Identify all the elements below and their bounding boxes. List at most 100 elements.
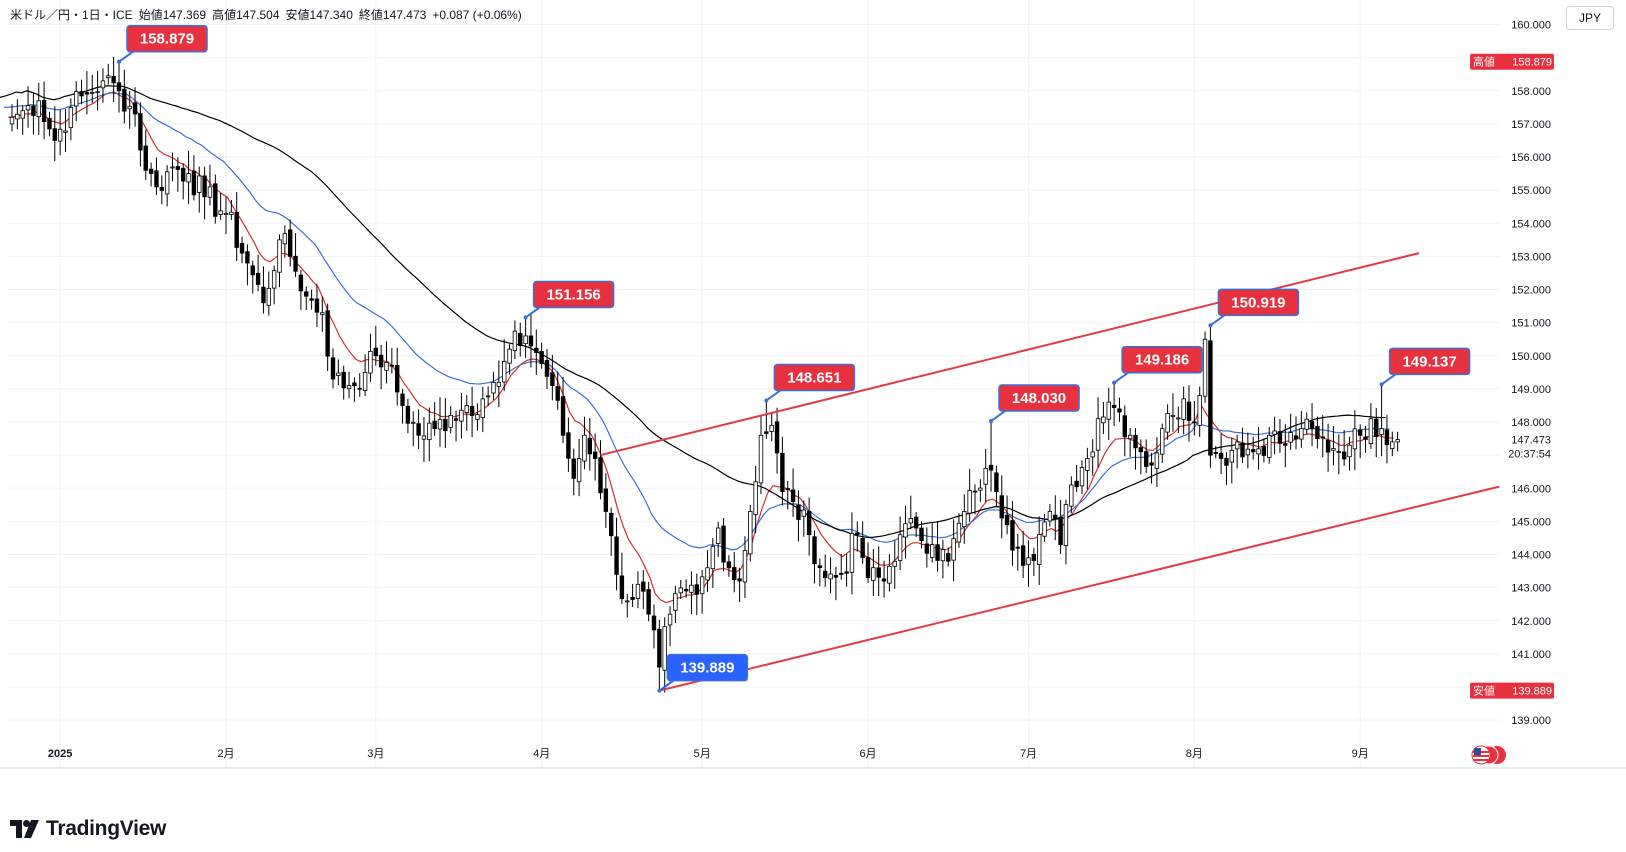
candle-body-down xyxy=(405,405,411,424)
candle-body-down xyxy=(609,512,614,537)
candle-body-up xyxy=(742,550,748,583)
candle xyxy=(1042,514,1047,542)
open-label: 始値147.369 xyxy=(138,8,207,22)
candle xyxy=(839,553,844,580)
candle-body-up xyxy=(1347,444,1352,458)
candle xyxy=(400,388,405,424)
candle-body-down xyxy=(298,274,304,292)
callout-text: 149.137 xyxy=(1402,353,1456,370)
candle-body-down xyxy=(764,431,769,434)
candle xyxy=(1192,400,1197,436)
candle xyxy=(785,480,790,510)
candle xyxy=(100,68,106,103)
candle xyxy=(1395,431,1400,452)
candle xyxy=(475,403,480,431)
candle xyxy=(566,417,571,472)
candle xyxy=(726,555,732,577)
candle-body-down xyxy=(41,100,47,123)
symbol-label[interactable]: 米ドル／円・1日・ICE xyxy=(10,8,133,22)
candle xyxy=(213,174,218,224)
last-price-box xyxy=(1504,432,1554,463)
time-axis[interactable]: 2025 2月 3月 4月 5月 6月 7月 8月 9月 xyxy=(48,748,1369,760)
candle-body-up xyxy=(1095,418,1101,451)
callout-text: 149.186 xyxy=(1135,352,1189,369)
candle-body-up xyxy=(978,487,983,491)
candle xyxy=(1202,331,1208,403)
candle-body-down xyxy=(919,527,924,541)
candle-body-down xyxy=(443,418,448,432)
candle xyxy=(1186,385,1192,442)
candle-body-down xyxy=(946,553,951,562)
candle-body-down xyxy=(646,589,651,615)
tradingview-logo[interactable]: TradingView xyxy=(10,816,166,842)
candle xyxy=(191,155,197,201)
callout-box xyxy=(532,280,615,309)
us-flag-icon[interactable] xyxy=(1469,744,1509,766)
candle-body-up xyxy=(512,330,518,351)
candle xyxy=(635,571,641,609)
candle-body-up xyxy=(1234,441,1240,450)
candle-body-down xyxy=(138,113,143,151)
candle xyxy=(357,373,362,397)
candle xyxy=(924,527,930,568)
callout-pointer xyxy=(1381,373,1397,386)
candle xyxy=(1181,386,1186,435)
callout-pointer xyxy=(525,306,541,319)
candle xyxy=(1047,504,1053,527)
moving-average-lines xyxy=(0,85,1394,604)
candle-body-down xyxy=(1341,451,1347,460)
candle xyxy=(116,61,122,113)
candle xyxy=(587,418,592,471)
candle-body-up xyxy=(229,211,234,215)
currency-button[interactable]: JPY xyxy=(1566,6,1614,30)
candle-body-up xyxy=(635,583,641,599)
candle-body-down xyxy=(159,186,164,191)
candle xyxy=(1358,424,1363,459)
candle-body-down xyxy=(657,628,662,668)
price-marker-value: 139.889 xyxy=(1512,686,1552,698)
price-axis[interactable]: 139.000140.000141.000142.000143.000144.0… xyxy=(1470,20,1554,728)
price-tick-label: 151.000 xyxy=(1511,318,1551,330)
candle xyxy=(496,360,502,408)
candle xyxy=(1085,447,1090,490)
candle-body-down xyxy=(245,251,250,264)
candle-body-down xyxy=(239,243,245,254)
candle xyxy=(1079,460,1085,494)
candle xyxy=(485,386,491,406)
candle-body-up xyxy=(127,105,132,110)
candle xyxy=(1133,428,1138,470)
change-label: +0.087 (+0.06%) xyxy=(432,8,522,22)
candle-body-down xyxy=(571,458,576,479)
candle-body-up xyxy=(576,458,582,483)
candle xyxy=(261,266,266,314)
candle xyxy=(501,339,507,392)
candle-body-down xyxy=(234,212,239,248)
candle-body-up xyxy=(1170,415,1176,417)
candle-body-up xyxy=(582,434,587,462)
candle xyxy=(1058,499,1063,555)
candle xyxy=(1122,405,1127,457)
candle-body-down xyxy=(1004,514,1010,526)
candle xyxy=(876,546,881,597)
candle xyxy=(1240,427,1245,464)
candle xyxy=(9,104,15,132)
candle-body-up xyxy=(1127,434,1133,440)
candle-body-down xyxy=(1358,429,1363,436)
candle-body-down xyxy=(79,91,84,97)
candle-body-up xyxy=(1331,448,1336,451)
candle-body-down xyxy=(1144,451,1149,467)
candle-body-up xyxy=(1202,338,1208,397)
candle-body-up xyxy=(1181,398,1186,420)
channel-line-1 xyxy=(600,252,1420,457)
candle-body-up xyxy=(480,398,485,419)
candle xyxy=(320,296,325,332)
candle xyxy=(994,465,999,507)
candle xyxy=(443,397,448,448)
time-tick-label: 2025 xyxy=(48,748,72,760)
candle xyxy=(255,254,261,292)
price-tick-label: 153.000 xyxy=(1511,251,1551,263)
candle xyxy=(1277,419,1283,453)
candle xyxy=(314,283,320,328)
candle-body-down xyxy=(534,347,539,353)
